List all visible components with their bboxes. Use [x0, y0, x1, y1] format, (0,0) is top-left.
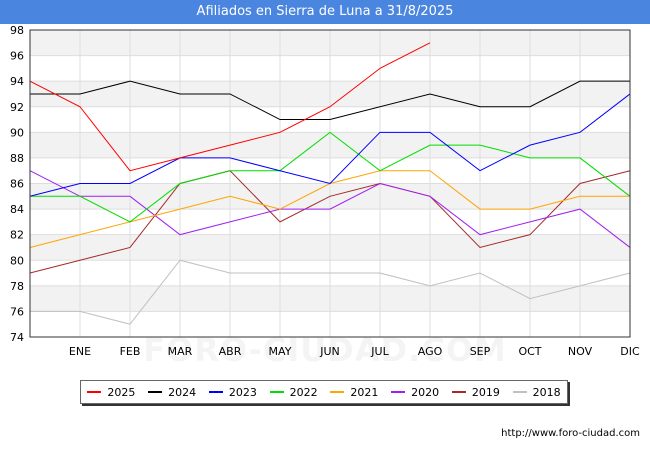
x-tick-label: JUN	[319, 345, 340, 358]
legend-item-2022: 2022	[269, 385, 318, 399]
series-line-2018	[30, 259, 631, 325]
legend-label: 2021	[350, 385, 379, 399]
y-tick-label: 80	[10, 254, 24, 267]
x-tick-label: AGO	[418, 345, 443, 358]
legend-swatch	[208, 391, 223, 393]
series-line-2022	[30, 131, 631, 223]
plot-frame	[29, 29, 631, 338]
legend-swatch	[330, 391, 345, 393]
legend-swatch	[512, 391, 527, 393]
legend-item-2020: 2020	[391, 386, 439, 399]
series-line-2023	[29, 93, 631, 197]
legend: 2025 2024 2023 2022 2021 2020 2019 2018	[80, 380, 568, 404]
x-tick-label: DIC	[620, 345, 640, 358]
legend-label: 2025	[107, 385, 136, 399]
legend-swatch	[148, 391, 163, 393]
chart-title: Afiliados en Sierra de Luna a 31/8/2025	[0, 0, 650, 24]
series-line-2025	[29, 42, 431, 172]
x-tick-label: ENE	[69, 345, 91, 358]
series-line-2024	[30, 80, 630, 121]
x-tick-label: SEP	[470, 345, 491, 358]
x-tick-label: MAY	[269, 345, 292, 358]
y-tick-label: 98	[10, 24, 24, 37]
x-tick-label: JUL	[370, 345, 389, 358]
y-tick-label: 86	[10, 178, 24, 191]
legend-swatch	[87, 391, 102, 393]
legend-swatch	[269, 391, 284, 393]
legend-item-2021: 2021	[330, 386, 378, 399]
legend-label: 2022	[289, 385, 318, 399]
legend-swatch	[391, 391, 406, 393]
y-tick-label: 92	[10, 101, 24, 114]
series-line-2020	[29, 170, 631, 248]
y-tick-label: 94	[10, 75, 24, 88]
legend-label: 2024	[168, 385, 197, 399]
legend-item-2023: 2023	[208, 385, 257, 399]
x-tick-label: MAR	[168, 345, 193, 358]
x-tick-label: ABR	[219, 345, 242, 358]
y-tick-label: 76	[10, 305, 24, 318]
y-tick-label: 74	[10, 331, 24, 344]
y-tick-label: 82	[10, 229, 24, 242]
y-tick-label: 88	[10, 152, 24, 165]
legend-item-2025: 2025	[87, 386, 135, 399]
y-tick-label: 90	[10, 126, 24, 139]
source-credit: http://www.foro-ciudad.com	[501, 428, 640, 439]
legend-label: 2020	[411, 385, 440, 399]
legend-item-2024: 2024	[148, 386, 196, 399]
series-lines	[29, 42, 631, 325]
series-line-2019	[29, 170, 631, 274]
y-tick-label: 78	[10, 280, 24, 293]
legend-label: 2018	[532, 385, 561, 399]
watermark: FORO-CIUDAD.COM	[0, 331, 650, 369]
x-tick-label: FEB	[120, 345, 141, 358]
y-axis-ticks: 74 76 78 80 82 84 86 88 90 92 94 96 98	[10, 24, 24, 344]
x-tick-label: OCT	[518, 345, 541, 358]
legend-item-2018: 2018	[512, 385, 561, 399]
legend-label: 2023	[228, 385, 257, 399]
y-tick-label: 84	[10, 203, 24, 216]
y-tick-label: 96	[10, 50, 24, 63]
legend-swatch	[451, 391, 466, 393]
x-tick-label: NOV	[568, 345, 593, 358]
legend-label: 2019	[471, 385, 500, 399]
legend-item-2019: 2019	[451, 385, 500, 399]
x-axis-ticks: ENE FEB MAR ABR MAY JUN JUL AGO SEP OCT NOV DIC	[69, 345, 640, 358]
